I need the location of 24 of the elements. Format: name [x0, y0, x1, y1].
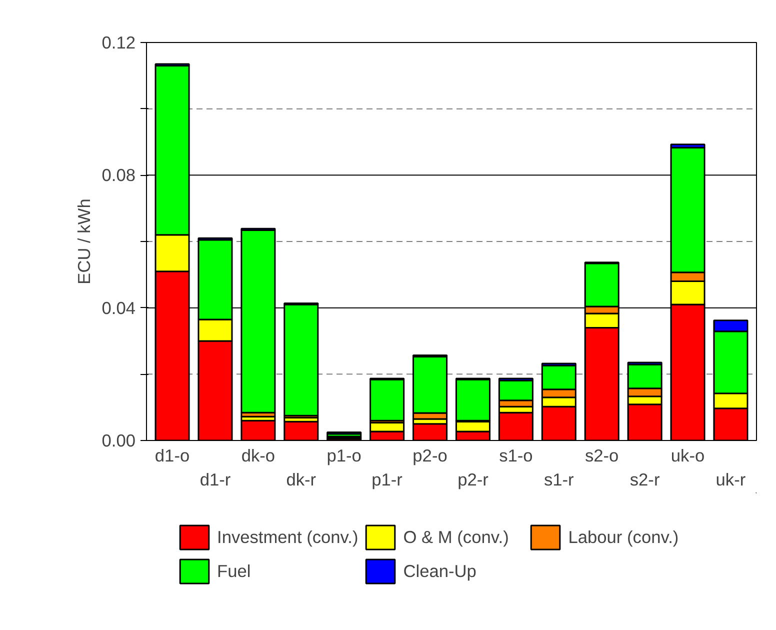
x-tick-label: s2-r — [630, 470, 660, 490]
y-tick-label: 0.04 — [102, 298, 136, 318]
legend-label: O & M (conv.) — [403, 526, 510, 548]
x-tick-label: uk-o — [670, 446, 705, 466]
x-tick-label: s2-o — [585, 446, 619, 466]
y-tick-label: 0.12 — [102, 32, 136, 52]
legend-label: Fuel — [217, 560, 252, 582]
x-tick-label: dk-r — [286, 470, 316, 490]
y-tick-label: 0.00 — [102, 430, 136, 450]
x-tick-label: p1-r — [372, 470, 403, 490]
x-tick-label: p2-r — [458, 470, 489, 490]
legend-label: Investment (conv.) — [217, 526, 358, 548]
x-tick-label: p2-o — [412, 446, 448, 466]
legend-label: Labour (conv.) — [568, 526, 680, 548]
legend-label: Clean-Up — [403, 560, 478, 582]
y-axis-title: ECU / kWh — [74, 198, 94, 284]
x-tick-label: s1-r — [544, 470, 574, 490]
x-tick-label: s1-o — [499, 446, 533, 466]
x-tick-label: d1-o — [154, 446, 190, 466]
x-tick-label: uk-r — [716, 470, 746, 490]
x-tick-label: dk-o — [241, 446, 276, 466]
x-tick-label: p1-o — [326, 446, 362, 466]
y-tick-label: 0.08 — [102, 165, 136, 186]
x-tick-label: d1-r — [200, 470, 231, 490]
